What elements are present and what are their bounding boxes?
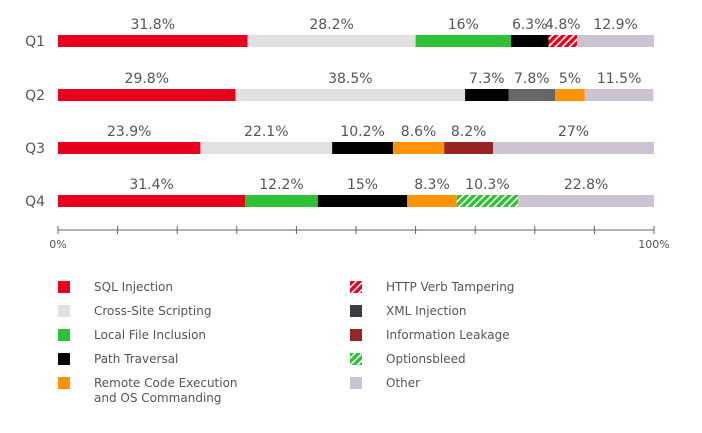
legend-item: Local File Inclusion (58, 328, 206, 342)
bar-segment-other (493, 142, 654, 154)
bar-segment-cross-site-scripting (235, 89, 466, 101)
data-label: 27% (558, 124, 589, 140)
legend-label: Other (386, 376, 420, 390)
legend-label: Information Leakage (386, 328, 510, 342)
data-label: 28.2% (309, 17, 353, 33)
legend-label: SQL Injection (94, 280, 173, 294)
legend-swatch (58, 353, 70, 365)
data-label: 6.3% (512, 17, 548, 33)
legend-label: XML Injection (386, 304, 467, 318)
legend-swatch (58, 305, 70, 317)
legend-swatch (350, 305, 362, 317)
legend-label: Local File Inclusion (94, 328, 206, 342)
bar-segment-other (577, 35, 654, 47)
legend-swatch (350, 281, 362, 293)
legend-item: Information Leakage (350, 328, 510, 342)
legend-swatch (58, 377, 70, 389)
bar-segment-local-file-inclusion (245, 195, 318, 207)
bar-segment-path-traversal (317, 195, 408, 207)
bar-segment-information-leakage (444, 142, 494, 154)
bar-row-q2: Q2 29.8% 38.5% 7.3% 7.8% 5% 11.5% (25, 71, 654, 104)
legend-label: Remote Code Execution and OS Commanding (94, 376, 238, 405)
data-label: 23.9% (107, 124, 151, 140)
data-label: 8.3% (414, 177, 450, 193)
tick-label-min: 0% (49, 238, 66, 251)
legend-item: HTTP Verb Tampering (350, 280, 514, 294)
legend-label: Cross-Site Scripting (94, 304, 211, 318)
category-label: Q4 (25, 194, 45, 210)
legend-item: Path Traversal (58, 352, 178, 366)
bar-segment-remote-code-execution (555, 89, 585, 101)
legend-swatch (58, 281, 70, 293)
data-label: 5% (559, 71, 581, 87)
legend-label: HTTP Verb Tampering (386, 280, 514, 294)
data-label: 38.5% (328, 71, 372, 87)
legend-label: Optionsbleed (386, 352, 466, 366)
bars-group: Q1 31.8% 28.2% 16% 6.3%4.8% 12.9% Q2 29.8% 38.5%… (25, 17, 654, 210)
legend-swatch (58, 329, 70, 341)
bar-segment-http-verb-tampering (548, 35, 578, 47)
bar-segment-path-traversal (510, 35, 549, 47)
category-label: Q1 (25, 34, 45, 50)
legend-item: Optionsbleed (350, 352, 466, 366)
legend: SQL Injection Cross-Site Scripting Local F… (58, 280, 514, 405)
category-label: Q3 (25, 141, 45, 157)
data-label: 31.4% (129, 177, 173, 193)
legend-item: Other (350, 376, 420, 390)
bar-segment-sql-injection (58, 142, 201, 154)
data-label: 15% (347, 177, 378, 193)
bar-row-q1: Q1 31.8% 28.2% 16% 6.3%4.8% 12.9% (25, 17, 654, 50)
bar-segment-cross-site-scripting (247, 35, 416, 47)
data-label: 29.8% (125, 71, 169, 87)
data-label: 7.3% (469, 71, 505, 87)
data-label: 22.1% (244, 124, 288, 140)
legend-item: SQL Injection (58, 280, 173, 294)
bar-segment-xml-injection (508, 89, 556, 101)
bar-segment-sql-injection (58, 89, 236, 101)
legend-item: Cross-Site Scripting (58, 304, 211, 318)
legend-label: Path Traversal (94, 352, 178, 366)
bar-segment-local-file-inclusion (415, 35, 511, 47)
data-label: 12.2% (259, 177, 303, 193)
x-axis: 0% 100% (49, 226, 670, 251)
data-label: 22.8% (564, 177, 608, 193)
data-label: 8.2% (451, 124, 487, 140)
legend-swatch (350, 377, 362, 389)
data-label: 4.8% (545, 17, 581, 33)
bar-segment-path-traversal (332, 142, 393, 154)
category-label: Q2 (25, 88, 45, 104)
bar-segment-other (584, 89, 654, 101)
data-label: 11.5% (597, 71, 641, 87)
bar-segment-optionsbleed (456, 195, 519, 207)
data-label: 12.9% (593, 17, 637, 33)
data-label: 7.8% (514, 71, 550, 87)
data-label: 16% (448, 17, 479, 33)
data-label: 8.6% (401, 124, 437, 140)
tick-label-max: 100% (638, 238, 669, 251)
legend-swatch (350, 329, 362, 341)
data-label: 10.2% (340, 124, 384, 140)
bar-segment-remote-code-execution (392, 142, 445, 154)
legend-item: XML Injection (350, 304, 467, 318)
legend-swatch (350, 353, 362, 365)
bar-segment-sql-injection (58, 35, 248, 47)
bar-segment-remote-code-execution (407, 195, 457, 207)
bar-row-q4: Q4 31.4% 12.2% 15% 8.3% 10.3% 22.8% (25, 177, 654, 210)
bar-segment-path-traversal (465, 89, 509, 101)
data-label: 10.3% (465, 177, 509, 193)
bar-segment-other (518, 195, 654, 207)
bar-segment-sql-injection (58, 195, 246, 207)
legend-item: Remote Code Execution and OS Commanding (58, 376, 238, 405)
data-label: 31.8% (131, 17, 175, 33)
bar-row-q3: Q3 23.9% 22.1% 10.2% 8.6% 8.2% 27% (25, 124, 654, 157)
bar-segment-cross-site-scripting (200, 142, 333, 154)
